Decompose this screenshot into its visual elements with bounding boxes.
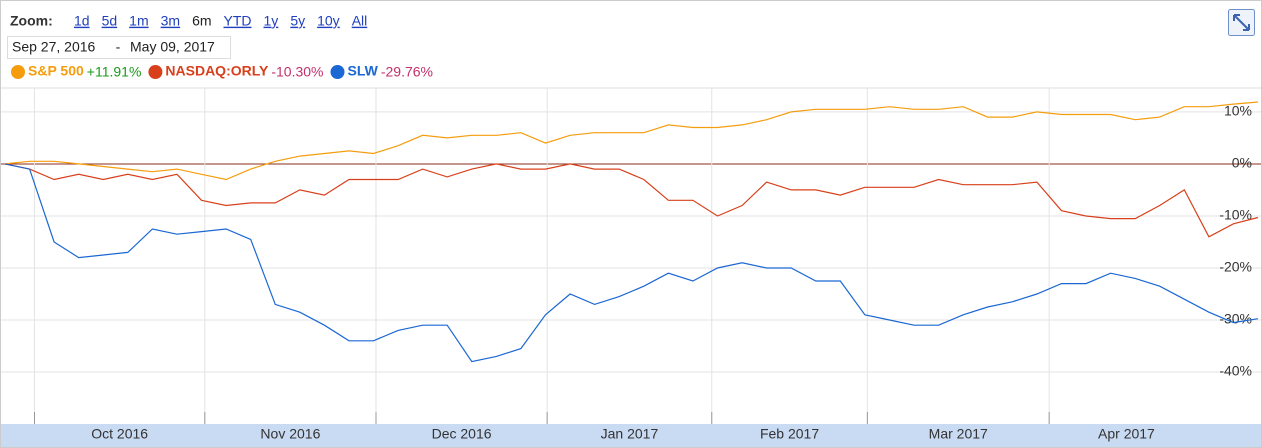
x-tick-label: Dec 2016 xyxy=(432,426,492,442)
zoom-option[interactable]: All xyxy=(352,13,368,29)
zoom-options: 1d 5d 1m 3m 6m YTD 1y 5y 10y All xyxy=(74,13,367,29)
zoom-option[interactable]: 1d xyxy=(74,13,90,29)
zoom-option[interactable]: 3m xyxy=(161,13,180,29)
date-sep: - xyxy=(116,39,121,55)
y-tick-label: -30% xyxy=(1219,311,1252,327)
y-tick-label: 0% xyxy=(1232,155,1252,171)
x-tick-label: Apr 2017 xyxy=(1098,426,1155,442)
series-line xyxy=(4,101,1259,181)
legend-change: -10.30% xyxy=(271,64,323,80)
zoom-option[interactable]: 1y xyxy=(264,13,279,29)
x-tick-label: Nov 2016 xyxy=(260,426,320,442)
legend: S&P 500 +11.91% NASDAQ:ORLY -10.30% SLW -29.7… xyxy=(11,63,433,80)
legend-marker xyxy=(148,65,163,79)
series-line xyxy=(4,163,1259,363)
legend-change: -29.76% xyxy=(381,64,433,80)
zoom-option[interactable]: 5y xyxy=(290,13,305,29)
legend-name: SLW xyxy=(348,63,379,79)
x-tick-label: Oct 2016 xyxy=(91,426,148,442)
zoom-option[interactable]: YTD xyxy=(224,13,252,29)
x-axis-band xyxy=(1,424,1261,447)
date-from: Sep 27, 2016 xyxy=(12,39,96,55)
x-tick-label: Jan 2017 xyxy=(601,426,659,442)
legend-marker xyxy=(11,65,25,79)
zoom-option: 6m xyxy=(192,13,211,29)
zoom-option[interactable]: 1m xyxy=(129,13,148,29)
zoom-option[interactable]: 5d xyxy=(102,13,118,29)
y-tick-label: 10% xyxy=(1224,103,1252,119)
x-tick-label: Feb 2017 xyxy=(760,426,819,442)
date-range-box xyxy=(7,36,231,59)
series-line xyxy=(4,163,1259,238)
y-tick-label: -40% xyxy=(1219,363,1252,379)
legend-change: +11.91% xyxy=(87,64,142,80)
x-tick-label: Mar 2017 xyxy=(929,426,988,442)
zoom-option[interactable]: 10y xyxy=(317,13,340,29)
legend-name: S&P 500 xyxy=(28,63,84,79)
expand-icon[interactable] xyxy=(1228,9,1255,36)
date-to: May 09, 2017 xyxy=(130,39,215,55)
y-tick-label: -20% xyxy=(1219,259,1252,275)
y-tick-label: -10% xyxy=(1219,207,1252,223)
zoom-label: Zoom: xyxy=(10,13,53,29)
legend-name: NASDAQ:ORLY xyxy=(165,63,269,79)
legend-marker xyxy=(330,65,345,79)
